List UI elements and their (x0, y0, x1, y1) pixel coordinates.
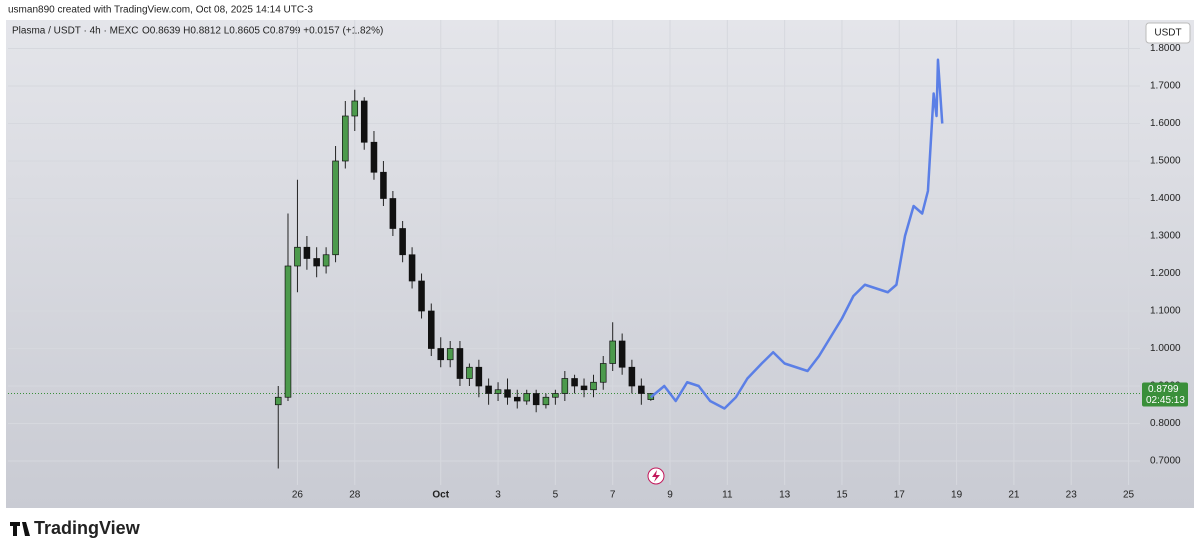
price-tag (1142, 382, 1188, 407)
x-tick-label: 11 (722, 490, 733, 501)
countdown: 02:45:13 (1146, 395, 1185, 406)
y-tick-label: 1.1000 (1150, 306, 1181, 317)
y-tick-label: 0.7000 (1150, 456, 1181, 467)
credit: usman890 created with TradingView.com, O… (8, 5, 313, 16)
candle-body (322, 254, 330, 267)
x-tick-label: 19 (951, 490, 963, 501)
candle-body (599, 363, 607, 383)
candle-body (618, 340, 626, 368)
candle-body (342, 115, 349, 162)
price-tag-label: 0.8799 (1148, 384, 1179, 395)
x-tick-label: 5 (553, 490, 559, 501)
candle-body (370, 141, 378, 173)
symbol: Plasma / USDT · 4h · MEXC (12, 26, 139, 37)
candle-body (628, 366, 636, 387)
candle-body (380, 171, 387, 199)
plot-background (6, 20, 1194, 508)
candle-body (475, 366, 483, 387)
candle-body (428, 310, 435, 349)
candle-body (351, 100, 359, 117)
x-tick-label: 28 (349, 490, 361, 501)
candle-body (466, 366, 473, 379)
candle-body (609, 340, 616, 364)
x-tick-label: 23 (1066, 490, 1078, 501)
candle-body (408, 254, 416, 282)
x-tick-label: Oct (432, 490, 449, 501)
event-bolt (652, 470, 660, 482)
candle-body (360, 100, 368, 143)
x-tick-label: 7 (610, 490, 616, 501)
y-tick-label: 1.5000 (1150, 156, 1181, 167)
candle-body (274, 396, 282, 406)
candle-body (389, 198, 397, 229)
candle-body (580, 385, 588, 391)
candle-body (571, 378, 578, 387)
candle-body (485, 385, 492, 394)
x-tick-label: 26 (292, 490, 304, 501)
x-tick-label: 17 (894, 490, 906, 501)
y-tick-label: 1.8000 (1150, 43, 1181, 54)
candle-body (523, 393, 530, 402)
y-tick-label: 1.2000 (1150, 268, 1181, 279)
candle-body (313, 258, 320, 267)
candle-body (494, 389, 502, 394)
candle-body (418, 280, 425, 312)
y-tick-label: 1.3000 (1150, 231, 1181, 242)
candle-body (513, 396, 521, 402)
candle-body (542, 396, 550, 406)
candle-body (504, 389, 511, 398)
x-tick-label: 21 (1008, 490, 1020, 501)
candle-body (532, 393, 540, 406)
logo (10, 522, 30, 536)
y-tick-label: 0.8000 (1150, 418, 1181, 429)
y-tick-label: 1.6000 (1150, 118, 1181, 129)
candle-body (638, 385, 645, 394)
x-tick-label: 9 (667, 490, 673, 501)
candle-body (303, 246, 311, 259)
x-tick-label: 3 (495, 490, 501, 501)
candle-body (456, 348, 464, 379)
currency-button[interactable] (1145, 22, 1191, 44)
candle-body (284, 265, 292, 398)
candle-body (437, 348, 445, 361)
candle-body (399, 228, 406, 256)
brand: TradingView (34, 518, 141, 538)
ohlc: O0.8639 H0.8812 L0.8605 C0.8799 +0.0157 … (142, 26, 383, 37)
candle-body (446, 348, 454, 361)
candle-body (294, 246, 301, 267)
x-tick-label: 13 (779, 490, 791, 501)
x-tick-label: 25 (1123, 490, 1135, 501)
projection-line (650, 58, 944, 410)
x-tick-label: 15 (836, 490, 848, 501)
candle-body (552, 393, 559, 398)
y-tick-label: 1.0000 (1150, 343, 1181, 354)
y-tick-label: 1.4000 (1150, 193, 1181, 204)
currency[interactable]: USDT (1154, 28, 1181, 39)
candle-body (590, 381, 597, 391)
candle-body (332, 160, 339, 256)
candle-body (561, 378, 569, 394)
y-tick-label: 1.7000 (1150, 81, 1181, 92)
